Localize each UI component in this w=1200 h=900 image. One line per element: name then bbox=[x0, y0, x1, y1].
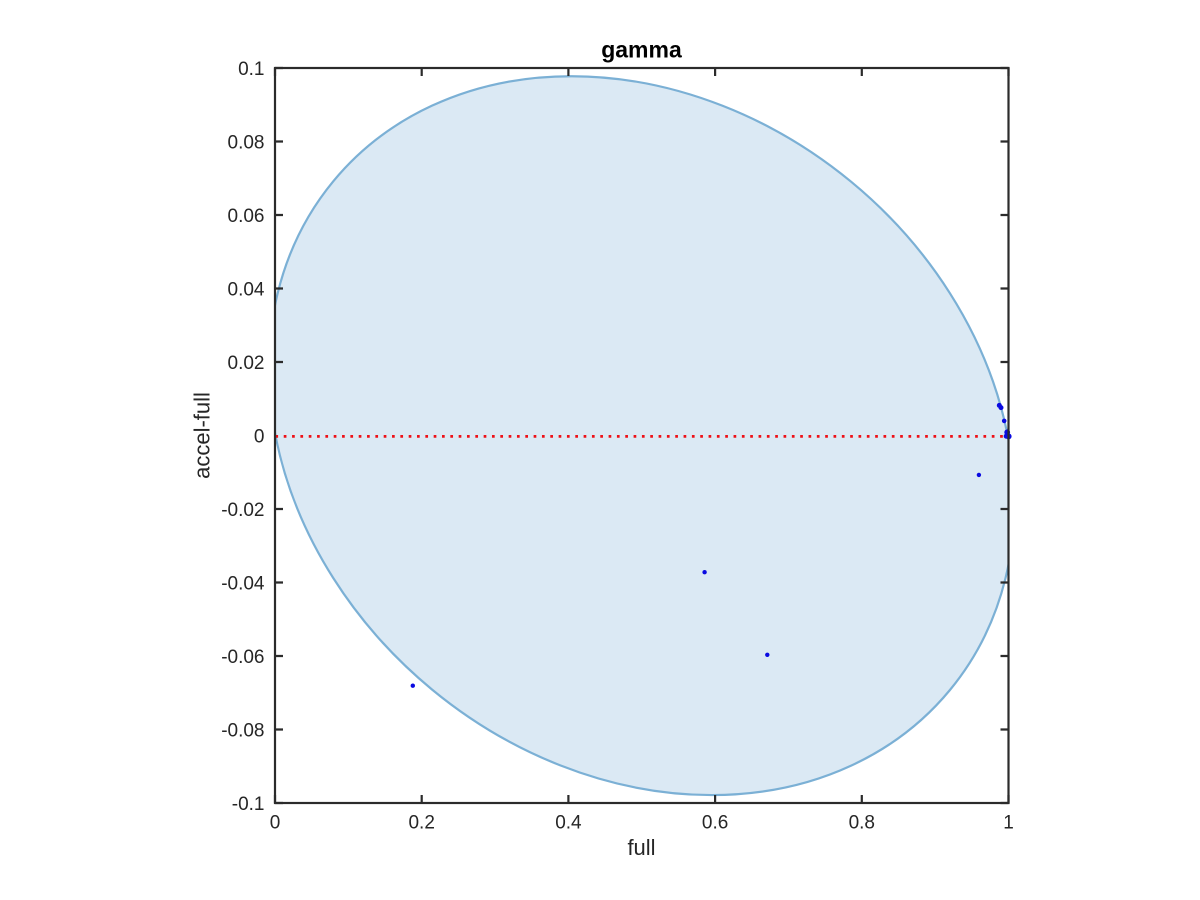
svg-text:full: full bbox=[627, 835, 655, 860]
svg-text:-0.04: -0.04 bbox=[221, 573, 265, 594]
svg-text:0.04: 0.04 bbox=[228, 279, 265, 300]
svg-text:accel-full: accel-full bbox=[190, 392, 215, 479]
svg-text:0: 0 bbox=[254, 426, 265, 447]
svg-text:-0.02: -0.02 bbox=[221, 500, 264, 521]
svg-text:0: 0 bbox=[270, 813, 281, 834]
svg-text:gamma: gamma bbox=[601, 37, 682, 63]
svg-text:0.06: 0.06 bbox=[228, 206, 265, 227]
svg-text:-0.08: -0.08 bbox=[221, 720, 264, 741]
svg-text:0.4: 0.4 bbox=[555, 813, 582, 834]
svg-text:0.1: 0.1 bbox=[238, 59, 264, 80]
svg-text:-0.1: -0.1 bbox=[232, 794, 265, 815]
svg-text:0.08: 0.08 bbox=[228, 132, 265, 153]
svg-text:0.8: 0.8 bbox=[849, 813, 875, 834]
svg-text:0.2: 0.2 bbox=[408, 813, 434, 834]
svg-text:0.02: 0.02 bbox=[228, 353, 265, 374]
svg-text:-0.06: -0.06 bbox=[221, 647, 264, 668]
svg-text:1: 1 bbox=[1003, 813, 1014, 834]
svg-text:0.6: 0.6 bbox=[702, 813, 728, 834]
